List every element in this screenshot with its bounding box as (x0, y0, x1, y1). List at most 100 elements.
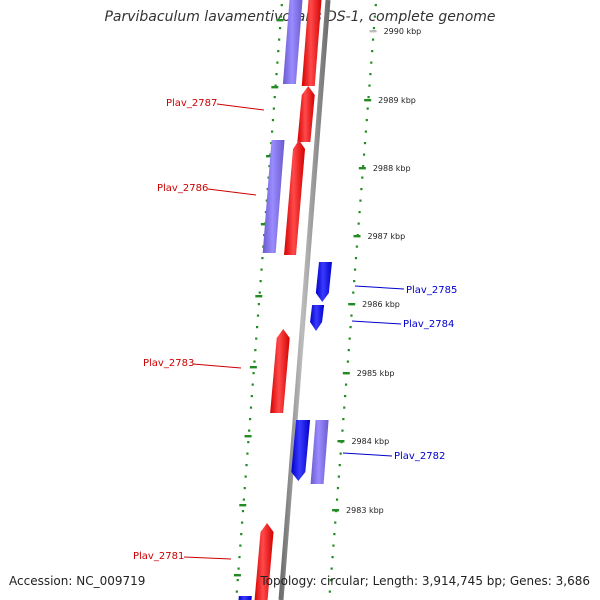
right-ring-dot-15 (361, 176, 364, 179)
left-ring-dot-22 (261, 257, 264, 260)
left-ring-dot-50 (236, 579, 239, 582)
gene-label-3: Plav_2784 (403, 319, 454, 330)
ruler-tick-1 (364, 99, 372, 102)
gene-label-2: Plav_2785 (406, 285, 457, 296)
right-ring-dot-23 (353, 268, 357, 271)
left-ring-dot-49 (237, 567, 240, 570)
left-ring-dot-37 (248, 429, 251, 432)
left-major-tick-7 (239, 504, 247, 507)
left-ring-dot-1 (279, 15, 283, 18)
left-ring-dot-39 (246, 452, 249, 455)
right-ring-dot-18 (358, 211, 361, 214)
left-ring-dot-33 (251, 383, 254, 386)
gene-arrow-plav2787 (297, 86, 315, 142)
gene-leader-6 (183, 556, 232, 560)
left-ring-dot-46 (240, 533, 243, 536)
right-ring-dot-36 (342, 418, 345, 421)
ruler-tick-5 (342, 372, 350, 375)
right-ring-dot-46 (333, 533, 336, 536)
gene-leader-1 (207, 188, 257, 196)
right-ring-dot-10 (365, 119, 368, 122)
left-ring-dot-51 (235, 590, 238, 593)
left-ring-dot-13 (269, 153, 272, 156)
right-ring-dot-33 (344, 383, 348, 386)
ruler-tick-6 (337, 440, 345, 443)
left-ring-dot-26 (257, 303, 260, 306)
right-ring-dot-13 (362, 153, 366, 156)
gene-arrow-purple-2782 (310, 420, 329, 484)
right-ring-dot-43 (335, 498, 339, 501)
accession-text: Accession: NC_009719 (9, 574, 146, 588)
right-ring-dot-24 (353, 280, 356, 283)
left-ring-dot-48 (238, 556, 241, 559)
left-ring-dot-23 (260, 268, 263, 271)
gene-arrow-plav2782 (291, 420, 311, 481)
left-ring-dot-7 (274, 84, 277, 87)
left-ring-dot-36 (248, 418, 252, 421)
right-ring-dot-30 (347, 349, 350, 352)
ruler-tick-0 (369, 30, 377, 33)
right-ring-dot-49 (330, 567, 333, 570)
ruler-tick-4 (348, 303, 356, 306)
left-ring-dot-35 (249, 406, 253, 409)
right-ring-dot-48 (331, 556, 334, 559)
left-ring-dot-4 (277, 50, 280, 53)
right-ring-dot-28 (349, 326, 352, 329)
right-ring-dot-12 (363, 142, 367, 145)
gene-arrow-purple-2786 (262, 140, 285, 253)
ruler-label-7: 2983 kbp (346, 506, 384, 515)
right-ring-dot-51 (328, 590, 331, 593)
left-ring-dot-11 (270, 130, 274, 133)
ruler-tick-2 (358, 167, 366, 170)
gene-arrow-plav2786 (284, 140, 306, 255)
right-ring-dot-40 (338, 464, 341, 467)
right-ring-dot-16 (360, 188, 363, 191)
gene-arrow-purple-top (282, 0, 303, 84)
left-ring-dot-16 (266, 188, 269, 191)
gene-leader-2 (354, 285, 405, 290)
left-ring-dot-14 (268, 165, 271, 168)
left-ring-dot-0 (280, 4, 283, 7)
ruler-tick-7 (332, 509, 340, 512)
gene-label-5: Plav_2782 (394, 451, 445, 462)
gene-label-6: Plav_2781 (133, 551, 184, 562)
right-ring-dot-8 (367, 96, 370, 99)
ruler-label-4: 2986 kbp (362, 300, 400, 309)
gene-label-1: Plav_2786 (157, 183, 208, 194)
right-ring-dot-3 (371, 38, 375, 41)
left-ring-dot-29 (255, 337, 258, 340)
right-ring-dot-11 (364, 130, 367, 133)
left-ring-dot-38 (247, 441, 250, 444)
left-ring-dot-10 (271, 119, 275, 122)
right-ring-dot-9 (366, 107, 369, 110)
gene-arrow-plav2783 (270, 329, 290, 413)
left-ring-dot-12 (270, 142, 273, 145)
left-ring-dot-43 (242, 498, 245, 501)
gene-arrow-plav2781 (254, 523, 274, 600)
ruler-tick-3 (353, 235, 361, 238)
right-ring-dot-47 (332, 544, 335, 547)
left-ring-dot-41 (244, 475, 247, 478)
ruler-label-1: 2989 kbp (378, 96, 416, 105)
right-ring-dot-35 (343, 406, 346, 409)
left-ring-dot-31 (253, 360, 256, 363)
ruler-label-3: 2987 kbp (368, 232, 406, 241)
left-ring-dot-15 (267, 176, 270, 179)
gene-label-0: Plav_2787 (166, 98, 217, 109)
gene-leader-0 (216, 103, 265, 111)
right-ring-dot-50 (329, 579, 332, 582)
right-ring-dot-21 (355, 245, 358, 248)
right-ring-dot-37 (341, 429, 344, 432)
right-ring-dot-39 (339, 452, 342, 455)
left-major-tick-4 (255, 295, 263, 298)
right-ring-dot-34 (344, 395, 347, 398)
gene-arrow-plav2784 (310, 305, 325, 331)
left-ring-dot-47 (239, 544, 242, 547)
right-ring-dot-42 (336, 487, 340, 490)
right-ring-dot-7 (368, 84, 371, 87)
left-major-tick-5 (249, 366, 257, 369)
left-ring-dot-9 (272, 107, 275, 110)
gene-leader-5 (342, 452, 393, 457)
right-ring-dot-41 (337, 475, 340, 478)
